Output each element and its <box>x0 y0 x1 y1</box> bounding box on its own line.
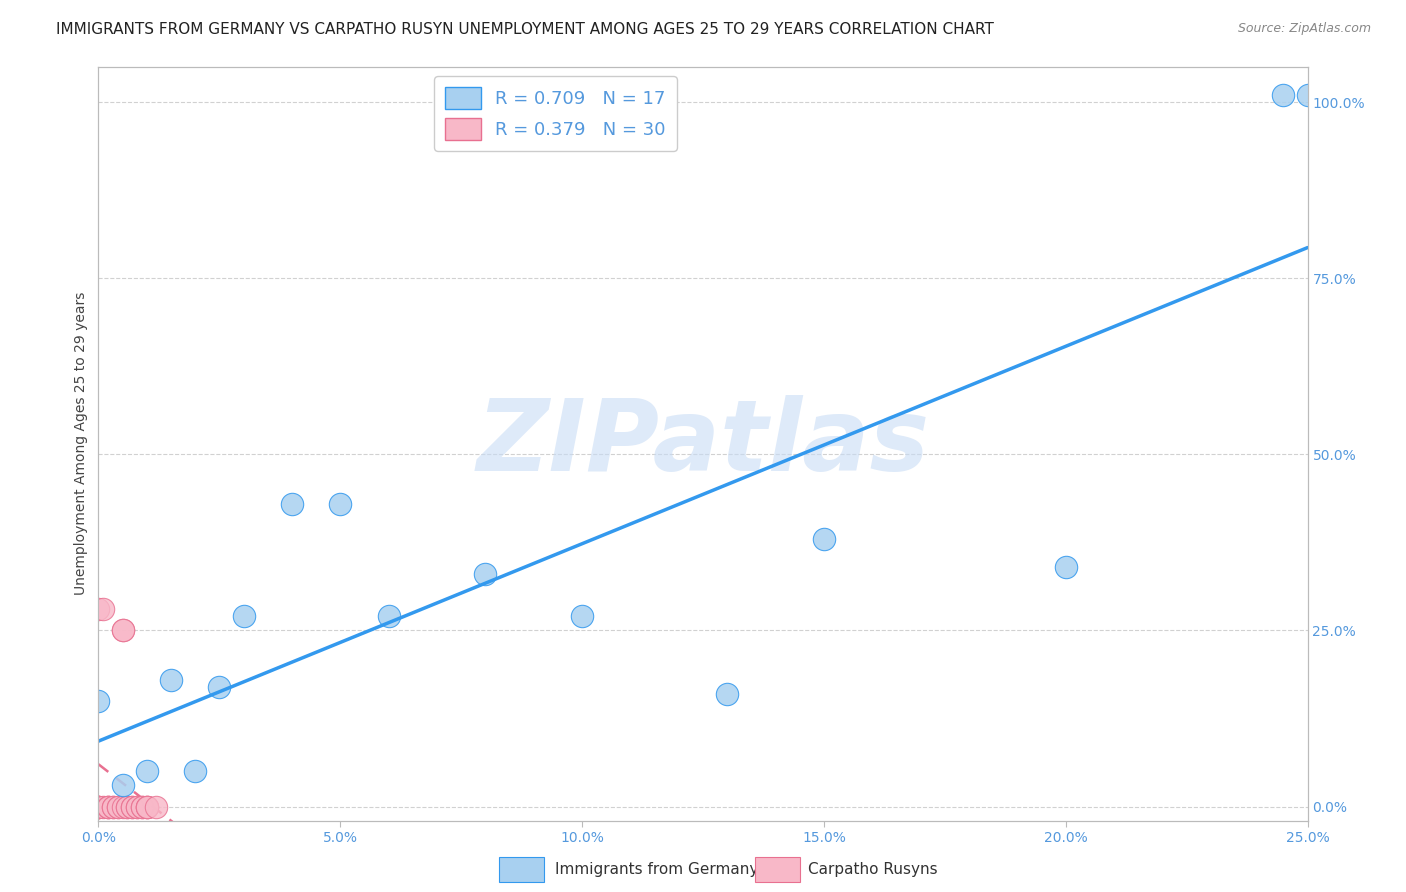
Point <box>121 799 143 814</box>
Point <box>107 799 129 814</box>
Point <box>97 799 120 814</box>
Point <box>87 799 110 814</box>
Point <box>474 567 496 582</box>
Point <box>127 799 149 814</box>
Text: ZIPatlas: ZIPatlas <box>477 395 929 492</box>
Point <box>813 532 835 546</box>
Y-axis label: Unemployment Among Ages 25 to 29 years: Unemployment Among Ages 25 to 29 years <box>75 292 89 596</box>
Text: IMMIGRANTS FROM GERMANY VS CARPATHO RUSYN UNEMPLOYMENT AMONG AGES 25 TO 29 YEARS: IMMIGRANTS FROM GERMANY VS CARPATHO RUSY… <box>56 22 994 37</box>
Point <box>97 799 120 814</box>
Point <box>135 799 157 814</box>
Point <box>121 799 143 814</box>
Point <box>131 799 153 814</box>
Point <box>184 764 207 779</box>
Point <box>716 687 738 701</box>
Point <box>117 799 139 814</box>
Point <box>87 799 110 814</box>
Point <box>87 799 110 814</box>
Point <box>145 799 167 814</box>
Point <box>232 609 254 624</box>
Point <box>1272 88 1295 103</box>
Point <box>1054 560 1077 574</box>
Point <box>135 799 157 814</box>
Point <box>117 799 139 814</box>
Point <box>87 799 110 814</box>
Point <box>127 799 149 814</box>
Point <box>571 609 593 624</box>
Point <box>135 764 157 779</box>
Point <box>208 680 231 694</box>
Point <box>87 694 110 708</box>
Point <box>111 779 134 793</box>
Point <box>1296 88 1319 103</box>
Text: Immigrants from Germany: Immigrants from Germany <box>555 863 759 877</box>
Point <box>111 799 134 814</box>
Point <box>377 609 399 624</box>
Point <box>160 673 183 687</box>
Point <box>281 497 304 511</box>
Point <box>131 799 153 814</box>
Point <box>111 624 134 638</box>
Legend: R = 0.709   N = 17, R = 0.379   N = 30: R = 0.709 N = 17, R = 0.379 N = 30 <box>434 76 676 151</box>
Point <box>135 799 157 814</box>
Text: Carpatho Rusyns: Carpatho Rusyns <box>808 863 938 877</box>
Point <box>329 497 352 511</box>
Point <box>107 799 129 814</box>
Text: Source: ZipAtlas.com: Source: ZipAtlas.com <box>1237 22 1371 36</box>
Point <box>101 799 124 814</box>
Point <box>101 799 124 814</box>
Point <box>87 602 110 616</box>
Point <box>97 799 120 814</box>
Point <box>91 799 114 814</box>
Point <box>91 602 114 616</box>
Point <box>111 624 134 638</box>
Point <box>87 799 110 814</box>
